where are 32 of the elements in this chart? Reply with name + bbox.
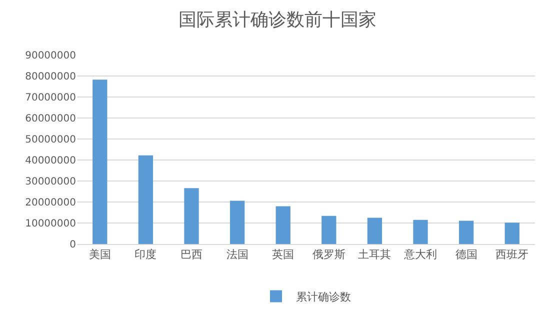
x-tick-label: 西班牙 xyxy=(496,248,529,262)
x-tick-label: 土耳其 xyxy=(358,248,392,262)
bar xyxy=(367,218,382,244)
y-tick-label: 90000000 xyxy=(25,50,76,62)
y-tick-label: 60000000 xyxy=(25,114,76,124)
y-tick-label: 80000000 xyxy=(25,72,76,82)
y-tick-label: 10000000 xyxy=(25,218,76,230)
bar xyxy=(322,216,336,244)
x-tick-label: 俄罗斯 xyxy=(312,248,346,262)
x-tick-label: 意大利 xyxy=(403,248,437,262)
x-tick-label: 法国 xyxy=(226,248,248,262)
y-tick-label: 70000000 xyxy=(25,92,76,104)
bar xyxy=(413,220,428,244)
x-tick-label: 德国 xyxy=(455,248,478,262)
y-tick-label: 40000000 xyxy=(25,156,76,166)
bar xyxy=(458,220,474,244)
y-tick-label: 0 xyxy=(70,240,76,250)
y-tick-label: 20000000 xyxy=(25,198,76,208)
x-tick-label: 美国 xyxy=(88,248,111,262)
legend-label: 累计确诊数 xyxy=(296,290,351,304)
x-tick-label: 印度 xyxy=(134,248,157,262)
bar xyxy=(184,188,199,244)
bar xyxy=(230,200,245,244)
y-tick-label: 30000000 xyxy=(25,176,76,188)
bar xyxy=(504,222,520,244)
x-tick-label: 巴西 xyxy=(180,248,202,262)
x-tick-label: 英国 xyxy=(272,248,294,262)
bar xyxy=(276,206,290,244)
chart-title: 国际累计确诊数前十国家 xyxy=(178,10,376,31)
y-tick-label: 50000000 xyxy=(25,134,76,146)
bar xyxy=(138,155,154,244)
bar xyxy=(92,80,108,244)
